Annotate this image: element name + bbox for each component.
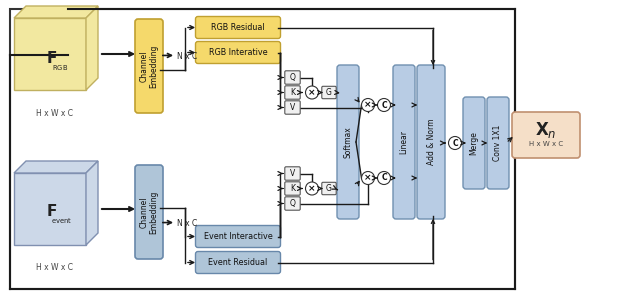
Text: Event Interactive: Event Interactive bbox=[204, 232, 273, 241]
FancyBboxPatch shape bbox=[285, 71, 300, 84]
Text: ×: × bbox=[308, 184, 316, 193]
Text: $\mathbf{F}$: $\mathbf{F}$ bbox=[47, 203, 58, 219]
Text: N x C: N x C bbox=[177, 219, 197, 228]
Text: RGB Residual: RGB Residual bbox=[211, 23, 265, 32]
Circle shape bbox=[305, 182, 319, 195]
Text: H x W x C: H x W x C bbox=[35, 110, 72, 119]
Text: Softmax: Softmax bbox=[344, 126, 353, 158]
Text: Linear: Linear bbox=[399, 130, 408, 154]
FancyBboxPatch shape bbox=[195, 252, 280, 274]
Text: V: V bbox=[290, 169, 295, 178]
Circle shape bbox=[305, 86, 319, 99]
FancyBboxPatch shape bbox=[322, 86, 336, 99]
Text: C: C bbox=[381, 101, 387, 110]
Text: V: V bbox=[290, 103, 295, 112]
Text: ×: × bbox=[364, 173, 372, 182]
FancyBboxPatch shape bbox=[417, 65, 445, 219]
Text: Merge: Merge bbox=[470, 131, 479, 155]
FancyBboxPatch shape bbox=[135, 165, 163, 259]
Text: Q: Q bbox=[289, 73, 296, 82]
Text: $_{\mathrm{event}}$: $_{\mathrm{event}}$ bbox=[51, 216, 73, 226]
Text: H x W x C: H x W x C bbox=[529, 141, 563, 147]
FancyBboxPatch shape bbox=[285, 182, 300, 195]
FancyBboxPatch shape bbox=[322, 182, 336, 195]
FancyBboxPatch shape bbox=[285, 197, 300, 210]
Circle shape bbox=[362, 172, 374, 185]
FancyBboxPatch shape bbox=[285, 101, 300, 114]
FancyBboxPatch shape bbox=[195, 225, 280, 247]
FancyBboxPatch shape bbox=[195, 42, 280, 64]
Text: Q: Q bbox=[289, 199, 296, 208]
Text: Add & Norm: Add & Norm bbox=[426, 119, 435, 165]
Text: ×: × bbox=[364, 101, 372, 110]
FancyBboxPatch shape bbox=[285, 86, 300, 99]
Text: RGB Interative: RGB Interative bbox=[209, 48, 268, 57]
Text: $_{\mathrm{RGB}}$: $_{\mathrm{RGB}}$ bbox=[52, 63, 68, 73]
Text: ×: × bbox=[308, 88, 316, 97]
Polygon shape bbox=[86, 161, 98, 245]
Polygon shape bbox=[14, 161, 98, 173]
Text: G: G bbox=[326, 184, 332, 193]
Circle shape bbox=[378, 98, 390, 111]
FancyBboxPatch shape bbox=[393, 65, 415, 219]
Circle shape bbox=[378, 172, 390, 185]
Text: C: C bbox=[452, 138, 458, 147]
Text: Conv 1X1: Conv 1X1 bbox=[493, 125, 502, 161]
FancyBboxPatch shape bbox=[463, 97, 485, 189]
Text: K: K bbox=[290, 184, 295, 193]
FancyBboxPatch shape bbox=[285, 167, 300, 180]
Circle shape bbox=[362, 98, 374, 111]
Text: Channel
Embedding: Channel Embedding bbox=[140, 44, 159, 88]
Text: H x W x C: H x W x C bbox=[35, 262, 72, 272]
FancyBboxPatch shape bbox=[195, 17, 280, 39]
Text: Channel
Embedding: Channel Embedding bbox=[140, 190, 159, 234]
Text: Event Residual: Event Residual bbox=[209, 258, 268, 267]
Text: $\mathbf{X}_{n}$: $\mathbf{X}_{n}$ bbox=[535, 120, 557, 140]
FancyBboxPatch shape bbox=[487, 97, 509, 189]
FancyBboxPatch shape bbox=[337, 65, 359, 219]
Text: C: C bbox=[381, 173, 387, 182]
FancyBboxPatch shape bbox=[512, 112, 580, 158]
Polygon shape bbox=[86, 6, 98, 90]
Circle shape bbox=[449, 136, 461, 150]
Polygon shape bbox=[14, 6, 98, 18]
Text: K: K bbox=[290, 88, 295, 97]
Polygon shape bbox=[14, 173, 86, 245]
Text: $\mathbf{F}$: $\mathbf{F}$ bbox=[47, 50, 58, 66]
Polygon shape bbox=[14, 18, 86, 90]
Text: G: G bbox=[326, 88, 332, 97]
FancyBboxPatch shape bbox=[135, 19, 163, 113]
Text: N x C: N x C bbox=[177, 52, 197, 61]
